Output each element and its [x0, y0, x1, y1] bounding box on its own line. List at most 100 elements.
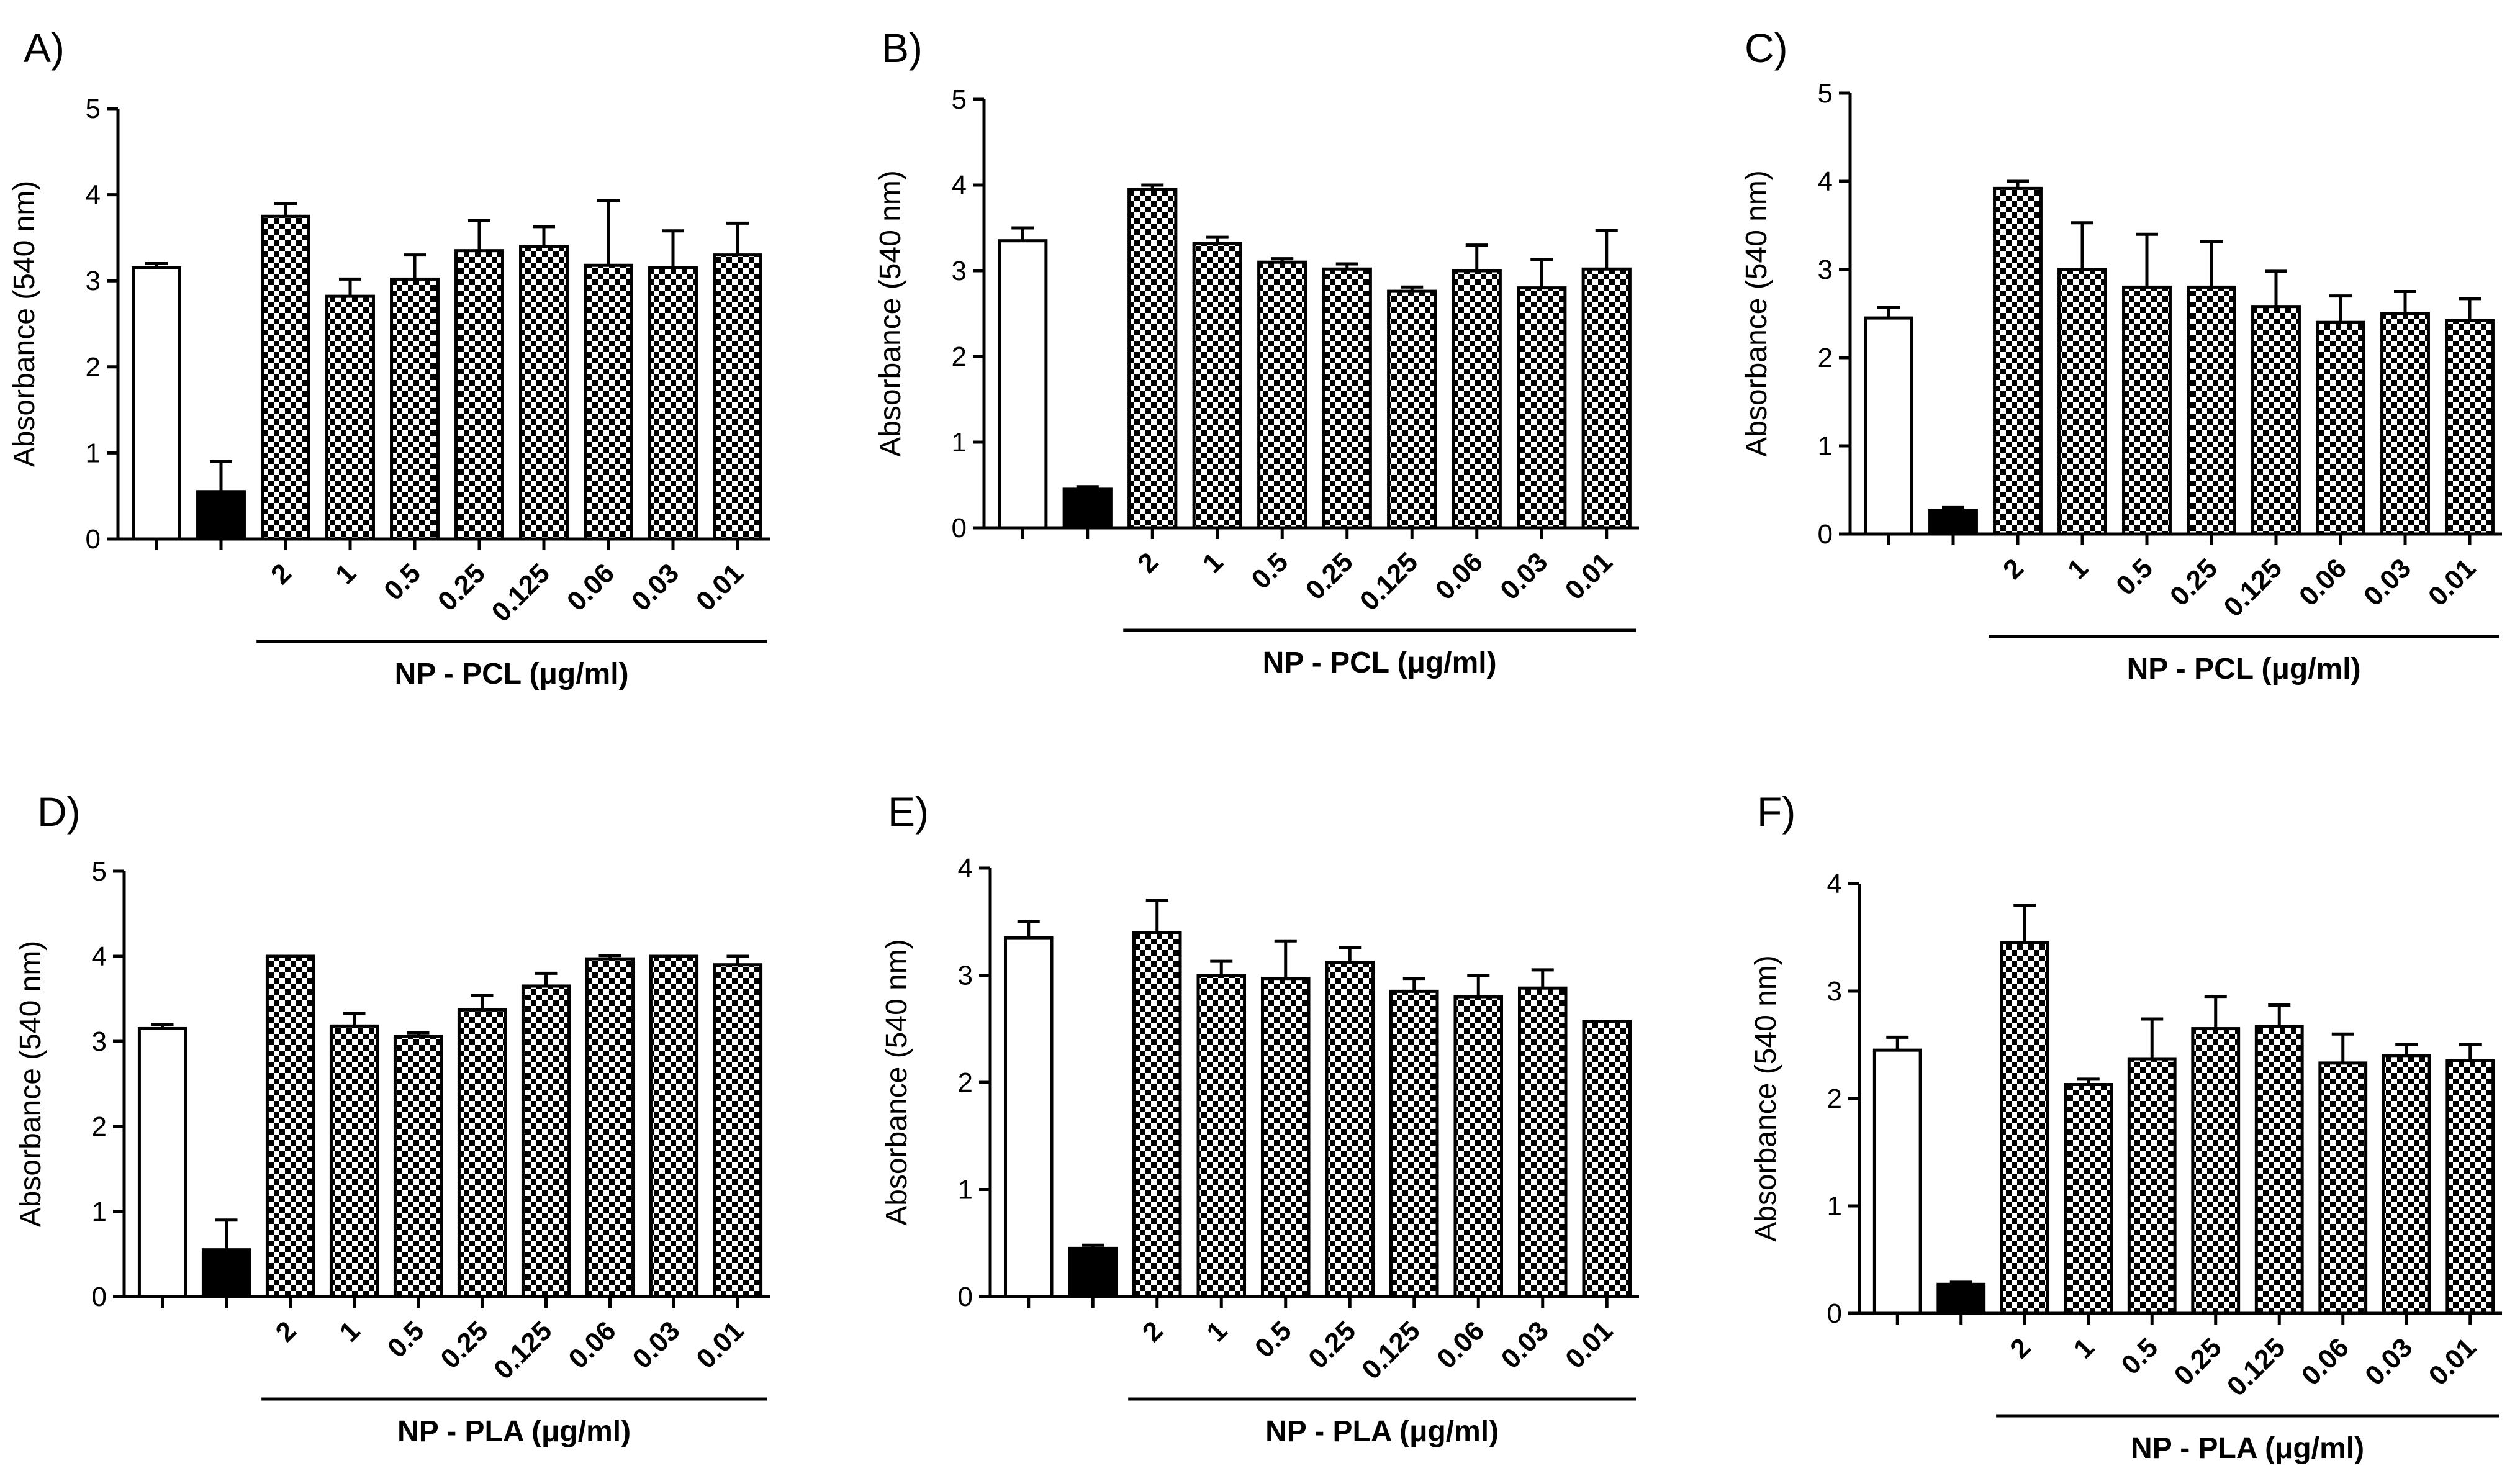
x-tick-label: 0.5	[1249, 1315, 1298, 1364]
x-tick-label: 2	[1132, 546, 1164, 579]
x-tick-label: 2	[270, 1315, 302, 1347]
x-tick-label: 0.01	[1560, 546, 1619, 605]
y-tick-label: 1	[952, 427, 967, 458]
x-tick-label: 0.25	[435, 1315, 494, 1374]
x-tick-label: 2	[1137, 1315, 1169, 1347]
y-tick-label: 3	[958, 961, 973, 991]
y-tick-label: 0	[1827, 1298, 1842, 1329]
y-tick-label: 1	[86, 438, 101, 468]
y-tick-label: 3	[952, 256, 967, 286]
bar	[998, 239, 1048, 530]
bar	[390, 277, 440, 541]
bar	[2382, 1054, 2431, 1315]
x-tick-label: 0.25	[2164, 553, 2223, 612]
panel-letter: B)	[882, 25, 923, 71]
bar	[201, 1248, 251, 1298]
x-axis-label: NP - PLA (μg/ml)	[397, 1415, 631, 1448]
bar	[2318, 1061, 2368, 1315]
bar	[1196, 974, 1247, 1298]
y-tick-label: 2	[952, 342, 967, 372]
bar	[393, 1035, 443, 1298]
x-tick-label: 1	[334, 1315, 366, 1347]
x-tick-label: 1	[2068, 1332, 2100, 1364]
y-tick-label: 2	[958, 1067, 973, 1098]
bar	[261, 214, 310, 541]
x-tick-label: 0.01	[690, 558, 749, 617]
bar	[2380, 312, 2430, 536]
bar	[2057, 268, 2107, 536]
bar	[2000, 941, 2049, 1315]
bar	[713, 963, 763, 1298]
x-tick-label: 0.03	[1494, 546, 1553, 605]
bar	[1127, 188, 1178, 530]
bar	[265, 954, 315, 1298]
x-tick-label: 0.06	[1431, 1315, 1490, 1374]
y-tick-label: 2	[1827, 1084, 1842, 1114]
bar	[1993, 186, 2043, 536]
x-tick-label: 2	[2004, 1332, 2036, 1364]
bar	[1003, 936, 1054, 1298]
x-tick-label: 0.06	[2296, 1332, 2355, 1391]
bar	[1068, 1246, 1118, 1298]
bar	[519, 245, 569, 541]
x-tick-label: 0.125	[2221, 1332, 2292, 1402]
x-tick-label: 0.06	[1430, 546, 1489, 605]
x-tick-label: 0.01	[2423, 553, 2482, 612]
y-tick-label: 4	[958, 853, 973, 884]
x-tick-label: 0.125	[486, 558, 556, 628]
y-axis-label: Absorbance (540 nm)	[880, 939, 913, 1226]
x-tick-label: 0.25	[1303, 1315, 1362, 1374]
y-tick-label: 5	[86, 94, 101, 124]
bar	[713, 253, 762, 541]
x-tick-label: 0.03	[626, 558, 685, 617]
bar	[1864, 316, 1913, 536]
x-tick-label: 0.01	[1560, 1315, 1619, 1374]
bar	[1453, 995, 1504, 1298]
bar	[132, 266, 181, 541]
y-tick-label: 4	[1827, 869, 1842, 899]
bar	[649, 954, 699, 1298]
panel-letter: E)	[888, 789, 929, 835]
y-tick-label: 0	[86, 524, 101, 555]
bar	[1872, 1048, 1922, 1315]
y-tick-label: 1	[1818, 431, 1833, 461]
x-tick-label: 0.03	[2358, 553, 2417, 612]
bar	[2254, 1025, 2304, 1315]
bar	[1928, 509, 1978, 536]
x-axis-label: NP - PCL (μg/ml)	[395, 658, 629, 691]
x-tick-label: 0.5	[2110, 553, 2159, 601]
bar	[2445, 1059, 2495, 1315]
x-tick-label: 0.06	[561, 558, 620, 617]
bar	[329, 1024, 379, 1298]
y-tick-label: 0	[958, 1282, 973, 1312]
x-axis-label: NP - PLA (μg/ml)	[1265, 1415, 1499, 1448]
x-tick-label: 0.125	[2218, 553, 2288, 623]
y-tick-label: 0	[952, 513, 967, 543]
y-tick-label: 4	[92, 941, 107, 972]
x-tick-label: 0.5	[378, 558, 427, 606]
bar	[2251, 305, 2301, 536]
x-tick-label: 0.03	[626, 1315, 685, 1374]
x-tick-label: 0.06	[2293, 553, 2352, 612]
bar	[584, 263, 633, 541]
bar	[325, 294, 375, 541]
bar	[2064, 1083, 2113, 1315]
x-tick-label: 0.125	[1356, 1315, 1426, 1385]
panel-letter: D)	[37, 789, 81, 835]
x-tick-label: 0.03	[2359, 1332, 2418, 1391]
x-tick-label: 1	[330, 558, 362, 590]
y-axis-label: Absorbance (540 nm)	[8, 181, 41, 468]
bar	[1517, 986, 1568, 1298]
y-tick-label: 2	[1818, 343, 1833, 373]
x-tick-label: 0.25	[2169, 1332, 2228, 1391]
x-tick-label: 1	[1197, 546, 1229, 579]
bar	[521, 984, 571, 1298]
bar	[1257, 260, 1307, 530]
bar	[1582, 1020, 1632, 1298]
y-axis-label: Absorbance (540 nm)	[14, 941, 47, 1228]
x-tick-label: 0.03	[1496, 1315, 1555, 1374]
y-tick-label: 4	[86, 180, 101, 211]
y-tick-label: 1	[1827, 1191, 1842, 1221]
y-tick-label: 3	[86, 266, 101, 296]
